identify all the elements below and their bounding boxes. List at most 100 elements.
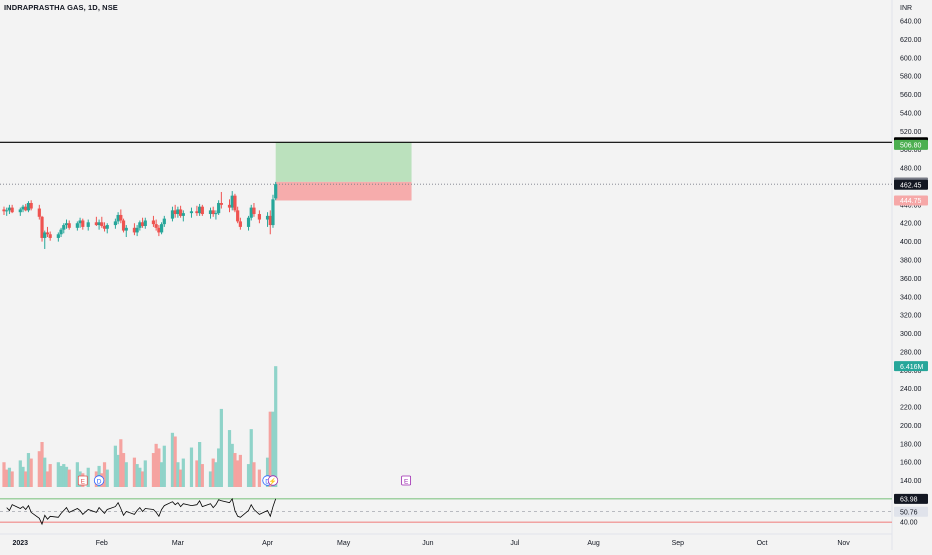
candle-body	[200, 206, 204, 215]
volume-bar	[29, 458, 33, 487]
x-tick-label: Mar	[172, 540, 185, 547]
candle-body	[154, 224, 158, 228]
volume-bar	[214, 462, 218, 487]
x-tick-label: Jun	[422, 540, 433, 547]
candle-body	[97, 222, 101, 226]
volume-bar	[2, 462, 6, 487]
y-tick-label: 600.00	[900, 55, 922, 62]
y-tick-label: 380.00	[900, 258, 922, 265]
candle-body	[246, 217, 251, 227]
y-tick-label: 480.00	[900, 166, 922, 173]
volume-bar	[246, 464, 251, 487]
candle-body	[157, 227, 161, 233]
y-tick-label: 260.00	[900, 368, 922, 375]
candle-body	[189, 211, 194, 214]
volume-bar	[198, 442, 202, 487]
candle-body	[211, 210, 215, 215]
volume-bar	[265, 457, 270, 487]
volume-bar	[217, 448, 221, 487]
volume-bar	[170, 432, 175, 487]
volume-bar	[154, 443, 158, 487]
candle-body	[86, 222, 90, 227]
stop-zone[interactable]	[275, 181, 412, 201]
candle-body	[124, 227, 128, 231]
price-badge	[894, 361, 928, 372]
target-zone[interactable]	[275, 142, 412, 182]
candle-body	[265, 215, 270, 220]
volume-bar	[162, 445, 166, 487]
candle-body	[159, 224, 164, 233]
y-tick-label: 180.00	[900, 441, 922, 448]
candle-body	[100, 222, 104, 226]
price-badge-label: 6.416M	[900, 364, 924, 371]
dividend-marker-icon[interactable]	[93, 475, 105, 486]
x-tick-label: Nov	[837, 540, 850, 547]
candle-body	[249, 207, 253, 218]
volume-bar	[119, 439, 123, 487]
price-badge-label: 506.80	[900, 142, 922, 149]
volume-bar	[159, 462, 164, 487]
volume-bar	[195, 460, 199, 487]
candle-body	[217, 203, 221, 214]
candle-body	[257, 214, 261, 220]
candle-body	[230, 195, 234, 208]
volume-bar	[24, 471, 28, 487]
y-tick-label: 160.00	[900, 460, 922, 467]
candle-body	[233, 195, 237, 211]
candle-body	[56, 234, 60, 238]
candle-body	[271, 199, 275, 226]
volume-bar	[64, 466, 69, 487]
candle-body	[7, 207, 12, 211]
candle-body	[135, 227, 139, 233]
candle-body	[2, 209, 6, 212]
candle-body	[198, 206, 202, 214]
candle-body	[181, 213, 185, 216]
volume-bar	[116, 454, 120, 487]
volume-bar	[43, 457, 47, 487]
candle-body	[37, 208, 41, 217]
price-badge	[894, 179, 928, 190]
volume-bar	[219, 408, 223, 487]
volume-bar	[208, 471, 213, 487]
x-tick-label: Apr	[262, 540, 274, 547]
y-tick-label: 520.00	[900, 129, 922, 136]
candle-body	[138, 222, 142, 228]
rsi-badge-label: 63.98	[900, 496, 918, 503]
price-badge-label: 444.75	[900, 198, 922, 205]
candle-body	[132, 227, 137, 233]
candle-body	[170, 210, 175, 219]
split-marker-icon[interactable]	[267, 475, 279, 486]
y-tick-label: 400.00	[900, 239, 922, 246]
volume-bar	[138, 467, 142, 487]
candle-body	[176, 209, 180, 215]
y-tick-label: 240.00	[900, 386, 922, 393]
y-tick-label: 640.00	[900, 19, 922, 26]
x-tick-label: Oct	[757, 540, 768, 547]
volume-bar	[151, 453, 156, 487]
candle-body	[78, 220, 82, 224]
volume-bar	[135, 464, 139, 487]
x-tick-label: Sep	[672, 540, 685, 547]
earnings-marker-icon[interactable]	[77, 475, 88, 486]
rsi-badge	[894, 506, 928, 517]
candle-body	[102, 225, 107, 229]
x-tick-label: Feb	[96, 540, 108, 547]
volume-bar	[143, 460, 147, 487]
earnings-marker-icon[interactable]	[401, 475, 412, 486]
volume-bar	[62, 464, 66, 487]
volume-bar	[18, 460, 22, 487]
y-tick-label: 560.00	[900, 92, 922, 99]
candle-body	[24, 206, 28, 211]
volume-bar	[271, 411, 275, 487]
volume-bar	[230, 443, 234, 487]
volume-bar	[67, 469, 71, 487]
volume-bar	[124, 462, 128, 487]
candle-body	[62, 225, 66, 230]
candle-body	[5, 210, 9, 212]
candle-body	[26, 203, 31, 211]
y-tick-label: 300.00	[900, 331, 922, 338]
candle-body	[252, 207, 256, 215]
candle-body	[214, 213, 218, 215]
